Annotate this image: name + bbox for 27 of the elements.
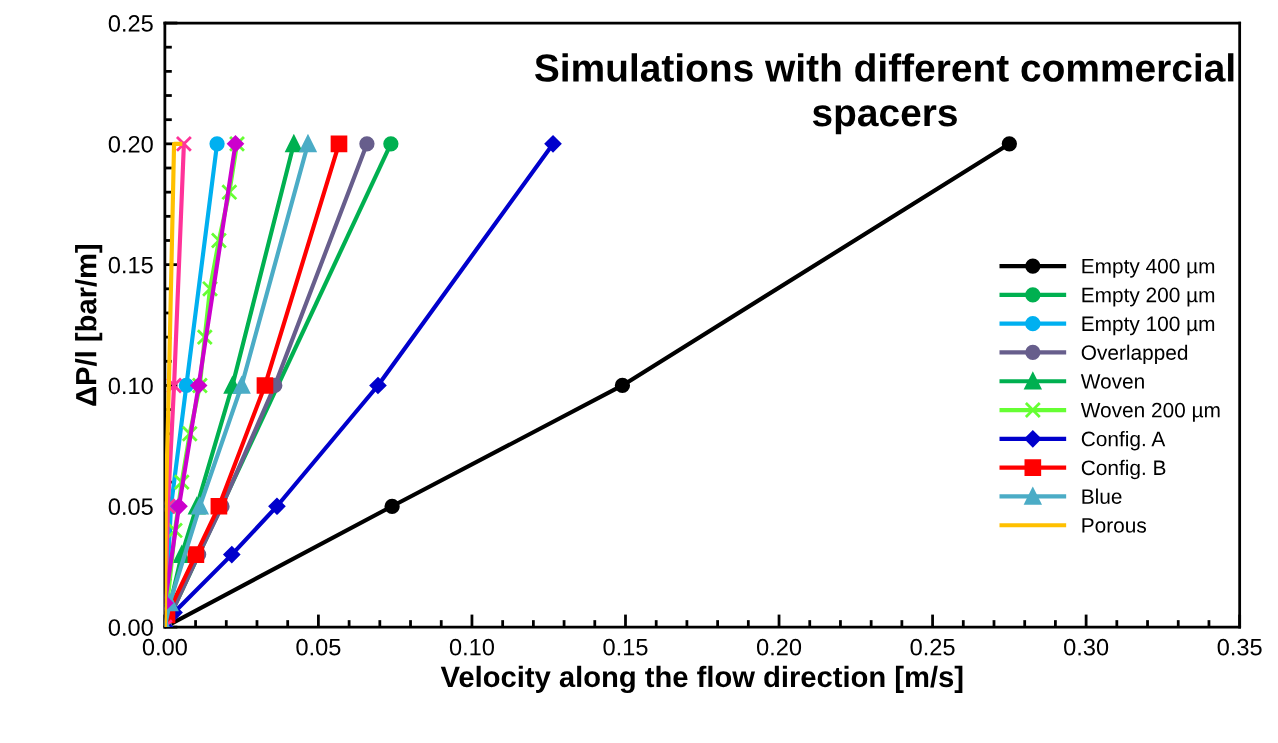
- legend-label: Overlapped: [1081, 344, 1188, 365]
- y-tick-label: 0.15: [108, 256, 153, 274]
- legend-label: Blue: [1082, 488, 1122, 504]
- legend-label: Empty 100 µm: [1082, 316, 1215, 336]
- x-tick-label: 0.20: [756, 638, 802, 656]
- y-tick-label: 0.25: [108, 15, 153, 32]
- x-tick-label: 0.25: [910, 638, 955, 656]
- legend-label: Empty 400 µm: [1082, 258, 1215, 278]
- y-tick-label: 0.10: [108, 377, 153, 395]
- x-tick-label: 0.10: [449, 638, 494, 656]
- legend-label: Config. B: [1081, 459, 1166, 480]
- legend-label: Config. A: [1081, 431, 1166, 451]
- y-tick-label: 0.20: [108, 135, 153, 153]
- y-tick-label: 0.05: [108, 498, 153, 516]
- text: Simulations with different commercial spacers: [534, 53, 1234, 135]
- x-axis-title: Velocity along the flow direction [m/s]: [440, 665, 963, 694]
- y-tick-label: 0.00: [108, 619, 153, 636]
- x-tick-label: 0.15: [603, 638, 648, 656]
- legend-label: Porous: [1082, 518, 1146, 533]
- x-tick-label: 0.35: [1217, 638, 1262, 656]
- y-axis-title: ΔP/l [bar/m]: [75, 244, 103, 406]
- x-tick-label: 0.05: [296, 638, 341, 656]
- legend-label: Empty 200 µm: [1082, 287, 1215, 307]
- legend-label: Woven 200 µm: [1080, 402, 1220, 422]
- x-tick-label: 0.00: [142, 638, 187, 656]
- legend-label: Woven: [1080, 374, 1144, 389]
- x-tick-label: 0.30: [1064, 638, 1109, 656]
